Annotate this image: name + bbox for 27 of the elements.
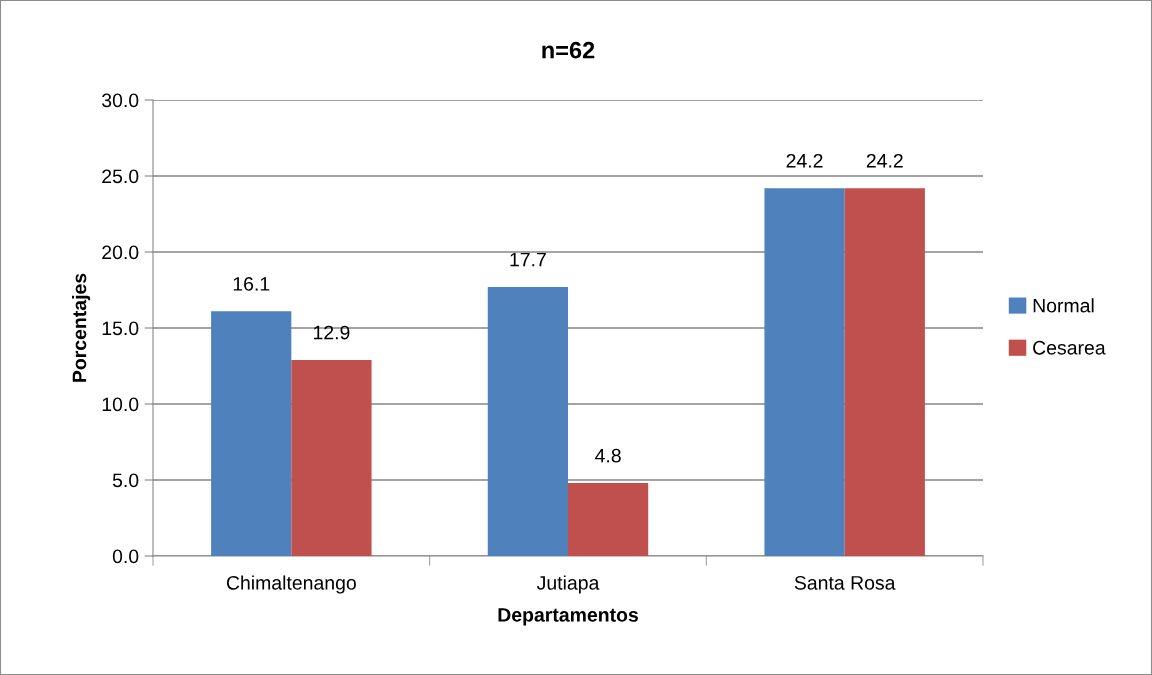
y-tick-label: 20.0 [102,245,139,260]
y-axis-title: Porcentajes [72,273,91,382]
y-tick-label: 25.0 [102,169,139,184]
y-tick-label: 5.0 [112,473,139,488]
chart-title: n=62 [542,41,595,59]
x-tick-label: Chimaltenango [226,575,356,594]
bar [764,188,845,556]
data-label: 16.1 [233,277,270,291]
bar [291,359,372,556]
legend-label: Cesarea [1033,340,1106,355]
data-label: 4.8 [595,448,621,463]
bar [487,286,568,556]
data-label: 12.9 [314,325,350,340]
y-tick-label: 15.0 [102,321,139,336]
data-label: 17.7 [510,252,546,267]
data-label: 24.2 [786,153,823,168]
bar [844,188,925,556]
x-tick-label: Jutiapa [536,575,600,594]
y-tick-label: 0.0 [112,549,139,564]
x-tick-label: Santa Rosa [794,575,896,590]
x-axis-title: Departamentos [498,608,638,626]
bar [211,311,292,556]
data-label: 24.2 [866,153,903,168]
legend-label: Normal [1033,298,1094,313]
y-tick-label: 30.0 [102,93,139,108]
y-tick-label: 10.0 [102,397,139,412]
bar [568,483,649,556]
